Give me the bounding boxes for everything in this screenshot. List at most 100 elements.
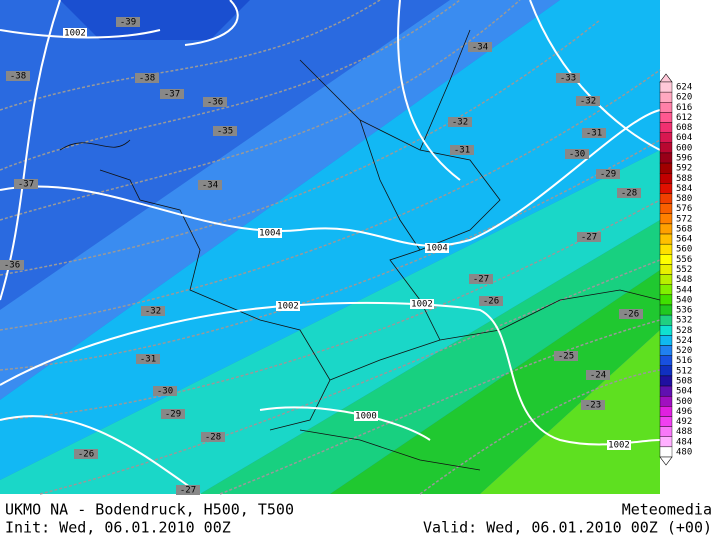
colorbar-label: 572: [676, 214, 692, 224]
colorbar-swatch: [659, 243, 673, 255]
colorbar-label: 516: [676, 356, 692, 366]
colorbar-label: 576: [676, 204, 692, 214]
colorbar-label: 484: [676, 437, 692, 447]
label: -36: [207, 98, 223, 108]
colorbar-swatch: [659, 416, 673, 427]
colorbar-label: 620: [676, 93, 692, 103]
label-box: [198, 180, 222, 190]
colorbar-swatch: [659, 294, 673, 306]
colorbar-label: 600: [676, 143, 692, 153]
label-box: [410, 299, 434, 309]
colorbar-label: 624: [676, 83, 692, 93]
label-box: [617, 188, 641, 198]
label: -32: [580, 97, 596, 107]
colorbar-swatch: [659, 223, 673, 235]
colorbar-swatch: [659, 81, 673, 93]
colorbar-swatch: [659, 406, 673, 417]
label: -31: [586, 129, 602, 139]
label: -38: [139, 74, 155, 84]
label-box: [153, 386, 177, 396]
footer-title: UKMO NA - Bodendruck, H500, T500: [5, 501, 294, 519]
colorbar-label: 528: [676, 326, 692, 336]
borders: [59, 29, 661, 471]
label: -26: [78, 450, 94, 460]
colorbar-swatch: [659, 385, 673, 397]
label-box: [63, 28, 87, 38]
label-box: [176, 485, 200, 495]
temperature-lines: [0, 0, 661, 495]
colorbar-label: 536: [676, 306, 692, 316]
label-box: [6, 71, 30, 81]
colorbar-label: 492: [676, 417, 692, 427]
label-box: [425, 243, 449, 253]
colorbar-swatch: [659, 193, 673, 204]
label: -38: [10, 72, 26, 82]
colorbar-label: 548: [676, 275, 692, 285]
label: -31: [140, 355, 156, 365]
colorbar-label: 564: [676, 235, 692, 245]
colorbar-swatch: [659, 446, 673, 458]
colorbar-label: 560: [676, 245, 692, 255]
label-box: [565, 149, 589, 159]
colorbar-swatch: [659, 233, 673, 245]
label-box: [607, 440, 631, 450]
label-box: [258, 228, 282, 238]
label: -24: [590, 371, 606, 381]
label: 1002: [64, 29, 86, 39]
colorbar-label: 480: [676, 447, 692, 457]
colorbar-label: 508: [676, 376, 692, 386]
label: -30: [157, 387, 173, 397]
label: -28: [205, 433, 221, 443]
colorbar-swatch: [659, 142, 673, 154]
map-background: [0, 0, 660, 494]
colorbar-swatch: [659, 436, 673, 448]
label: -33: [560, 74, 576, 84]
label: -29: [165, 410, 181, 420]
label: 1002: [608, 441, 630, 451]
footer-init: Init: Wed, 06.01.2010 00Z: [5, 519, 231, 537]
label-box: [556, 73, 580, 83]
label-box: [479, 296, 503, 306]
colorbar-label: 500: [676, 397, 692, 407]
colorbar-swatch: [659, 274, 673, 285]
label: -31: [454, 146, 470, 156]
colorbar-label: 604: [676, 133, 692, 143]
colorbar-swatch: [659, 254, 673, 265]
label: 1002: [411, 300, 433, 310]
label: -27: [473, 275, 489, 285]
colorbar-swatch: [659, 314, 673, 326]
colorbar-swatch: [659, 102, 673, 113]
colorbar-swatch: [659, 426, 673, 437]
colorbar-label: 588: [676, 174, 692, 184]
colorbar-label: 612: [676, 113, 692, 123]
label-box: [448, 117, 472, 127]
footer-brand: Meteomedia: [622, 501, 712, 519]
label-box: [354, 411, 378, 421]
colorbar-swatch: [659, 284, 673, 296]
colorbar-swatch: [659, 152, 673, 164]
label: -27: [581, 233, 597, 243]
map-labels: 1002 1004 1004 1002 1002 1000 1002 -39 -38 -38 -37…: [0, 17, 643, 496]
label-box: [141, 306, 165, 316]
label: -26: [483, 297, 499, 307]
label: 1000: [355, 412, 377, 422]
colorbar-swatch: [659, 122, 673, 133]
label: 1004: [426, 244, 448, 254]
label-box: [74, 449, 98, 459]
colorbar-label: 616: [676, 103, 692, 113]
colorbar-label: 488: [676, 427, 692, 437]
colorbar-label: 544: [676, 285, 692, 295]
label: -32: [145, 307, 161, 317]
label-box: [577, 232, 601, 242]
label-box: [276, 301, 300, 311]
label-box: [116, 17, 140, 27]
colorbar-label: 556: [676, 255, 692, 265]
colorbar-swatch: [659, 395, 673, 407]
footer-valid: Valid: Wed, 06.01.2010 00Z (+00): [423, 519, 712, 537]
label-box: [596, 169, 620, 179]
label: -27: [180, 486, 196, 496]
colorbar-swatch: [659, 345, 673, 356]
label: -34: [202, 181, 218, 191]
label: -25: [558, 352, 574, 362]
colorbar-swatch: [659, 304, 673, 316]
